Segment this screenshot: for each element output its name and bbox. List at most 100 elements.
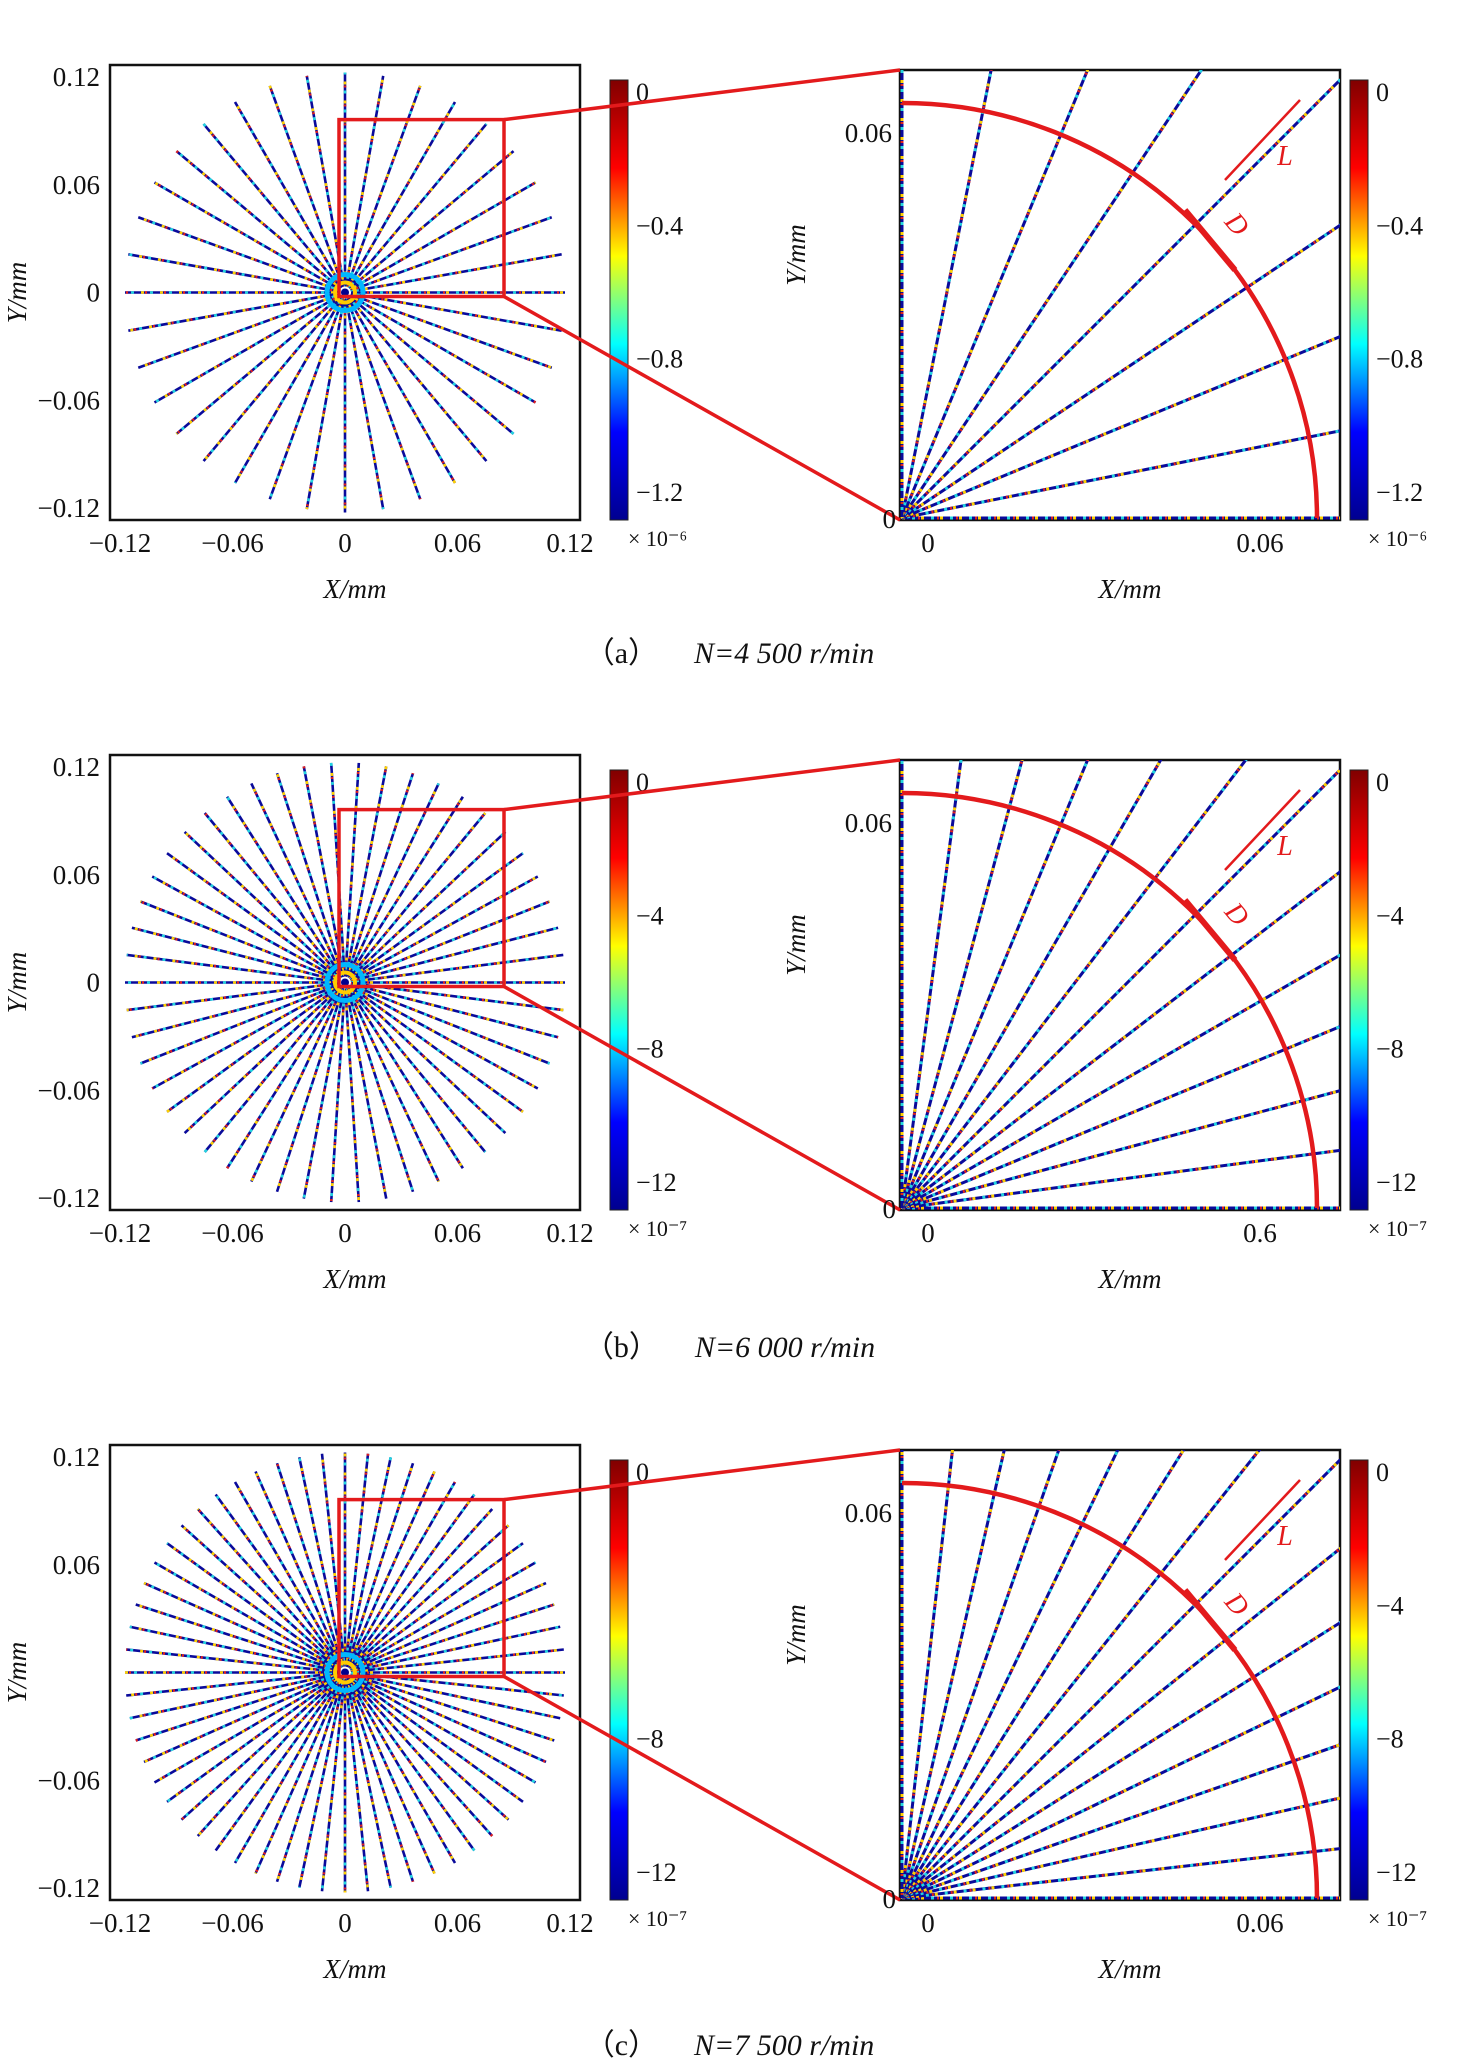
overview-x-tick-label: 0.06 [434, 1908, 481, 1938]
overview-spoke [268, 297, 345, 500]
overview-spoke-band [297, 1678, 346, 1888]
overview-spoke-band [329, 988, 346, 1203]
overview-spoke-band [349, 181, 537, 291]
overview-colorbar-tick-label: −4 [636, 901, 664, 930]
zoom-x-tick-label: 0 [921, 528, 935, 558]
overview-center-swirl [333, 1660, 357, 1685]
overview-y-tick-label: −0.06 [38, 1765, 100, 1795]
zoom-spoke-band [900, 1450, 1120, 1899]
overview-spoke-band [233, 1677, 344, 1864]
overview-spoke-band [183, 985, 342, 1135]
caption-a-text: N=4 500 r/min [694, 637, 875, 670]
overview-colorbar-tick-label: −8 [636, 1035, 664, 1064]
zoom-spoke [901, 1685, 1340, 1900]
overview-spoke-band [126, 1671, 340, 1697]
zoom-x-tick-label: 0 [921, 1218, 935, 1248]
overview-spoke-band [344, 988, 361, 1203]
overview-spoke-band [347, 1493, 476, 1669]
overview-spoke [166, 984, 341, 1113]
overview-spoke-band [350, 1672, 561, 1720]
zoom-spoke-band [901, 1546, 1340, 1900]
overview-spoke-band [350, 981, 564, 1012]
overview-spoke-band [233, 1677, 344, 1864]
overview-spoke-band [349, 1674, 524, 1803]
overview-spoke-band [128, 292, 340, 332]
overview-spoke-band [202, 296, 343, 462]
overview-spoke-band [250, 782, 344, 978]
overview-spoke [349, 1542, 524, 1671]
overview-spoke-band [347, 1676, 476, 1852]
zoom-region-box [337, 1497, 506, 1679]
overview-spoke-band [302, 766, 346, 977]
overview-spoke-band [233, 101, 344, 288]
overview-spoke-band [349, 294, 537, 404]
overview-spoke-band [350, 1603, 555, 1672]
overview-colorbar-exponent: × 10⁻⁶ [628, 526, 687, 551]
overview-center-swirl [324, 1652, 366, 1693]
overview-spoke-band [350, 1648, 564, 1674]
overview-x-tick-label: 0.06 [434, 1218, 481, 1248]
overview-spoke-band [196, 1676, 342, 1837]
overview-spoke [344, 766, 388, 977]
overview-y-axis-label: Y/mm [2, 1642, 32, 1704]
distance-marker-D [1182, 898, 1238, 962]
overview-spoke-band [302, 988, 346, 1199]
zoom-spoke-band [900, 1450, 1186, 1899]
overview-spoke-band [350, 983, 551, 1065]
overview-spoke-band [226, 986, 343, 1169]
overview-spoke-band [347, 986, 464, 1169]
caption-a: （a） N=4 500 r/min [0, 628, 1459, 672]
overview-spoke-band [196, 1676, 342, 1837]
overview-x-tick-label: 0.12 [546, 1218, 593, 1248]
distance-marker-D [1182, 208, 1238, 272]
overview-spoke-band [275, 1462, 345, 1668]
zoom-colorbar-tick-label: −8 [1376, 1035, 1404, 1064]
overview-colorbar [609, 1459, 629, 1901]
zoom-spoke-band [900, 70, 1090, 519]
overview-center-swirl [324, 962, 366, 1003]
zoom-spoke [900, 78, 1340, 520]
overview-spoke-band [348, 1676, 494, 1837]
zoom-colorbar-tick-label: 0 [1376, 78, 1389, 107]
overview-spoke-band [344, 1453, 370, 1667]
overview-spoke-band [345, 1462, 415, 1668]
zoom-colorbar-tick-label: −0.8 [1376, 345, 1423, 374]
overview-x-tick-label: −0.06 [201, 1218, 263, 1248]
overview-spoke-band [347, 986, 487, 1153]
overview-spoke-band [350, 253, 562, 293]
caption-a-label: （a） [584, 637, 659, 670]
zoom-colorbar-tick-label: −12 [1376, 1858, 1417, 1887]
figure-panel-b-plots: −0.12 −0.06 0 0.06 0.12 0.12 0.06 0 −0.06 −0.12 X/… [2, 752, 1427, 1294]
zoom-region-box [337, 807, 506, 989]
overview-center-swirl [341, 288, 349, 297]
zoom-connector-line [503, 294, 901, 522]
overview-spoke-band [350, 926, 559, 983]
zoom-spoke-band [901, 1621, 1340, 1900]
zoom-spoke-band [900, 760, 1090, 1209]
overview-spoke [126, 981, 340, 1012]
overview-center-swirl [324, 272, 366, 313]
overview-spoke-band [183, 830, 342, 980]
overview-spoke-band [126, 953, 340, 984]
overview-y-tick-label: 0.12 [53, 1442, 100, 1472]
overview-spoke-band [275, 772, 345, 978]
overview-spoke-band [226, 986, 343, 1169]
overview-spoke-band [196, 1508, 342, 1669]
overview-spoke-band [153, 1674, 341, 1784]
overview-x-tick-label: 0 [338, 1218, 352, 1248]
overview-spoke-band [350, 292, 562, 332]
overview-spoke [349, 984, 524, 1113]
zoom-colorbar-tick-label: −12 [1376, 1168, 1417, 1197]
overview-y-tick-label: −0.12 [38, 1183, 100, 1213]
figure-panel-a: −0.12 −0.06 0 0.06 0.12 0.12 0.06 0 −0.06 −0.12 X/… [0, 0, 1459, 670]
overview-spoke-band [166, 1542, 341, 1671]
overview-spoke-band [254, 1677, 344, 1875]
overview-spoke-band [226, 796, 343, 979]
overview-spoke-band [135, 1673, 340, 1742]
overview-spoke [305, 298, 346, 510]
overview-x-axis-label: X/mm [323, 574, 387, 604]
overview-spoke-band [203, 812, 343, 979]
overview-spoke-band [344, 1453, 370, 1667]
overview-spoke-band [203, 812, 343, 979]
overview-colorbar-tick-label: 0 [636, 78, 649, 107]
